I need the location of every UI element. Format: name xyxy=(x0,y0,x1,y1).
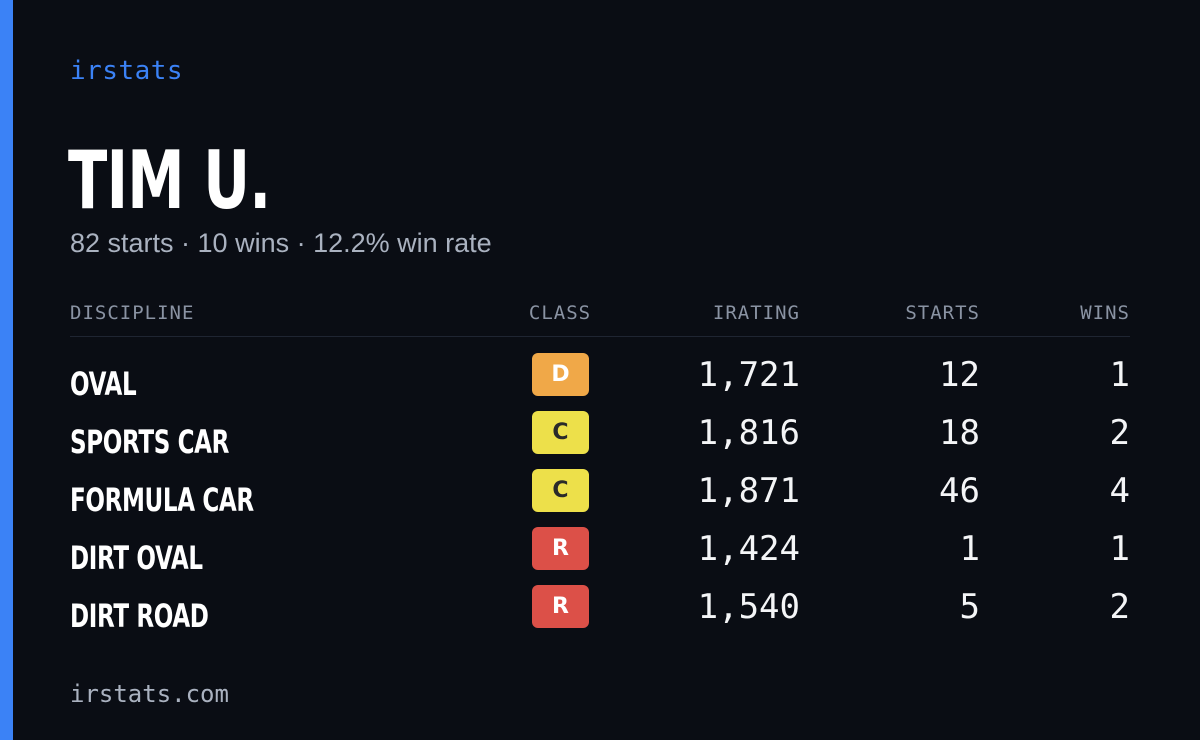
class-badge: C xyxy=(532,411,589,454)
footer-url: irstats.com xyxy=(70,680,229,708)
wins-value: 1 xyxy=(1109,355,1130,395)
discipline-name: DIRT ROAD xyxy=(70,597,209,635)
table-header: DISCIPLINE CLASS IRATING STARTS WINS xyxy=(70,298,1130,337)
header-wins: WINS xyxy=(1080,302,1130,324)
discipline-table: DISCIPLINE CLASS IRATING STARTS WINS OVA… xyxy=(70,298,1130,643)
wins-value: 2 xyxy=(1109,587,1130,627)
starts-value: 46 xyxy=(939,471,980,511)
table-body: OVAL D 1,721 12 1 SPORTS CAR C 1,816 18 … xyxy=(70,337,1130,643)
discipline-name: FORMULA CAR xyxy=(70,481,254,519)
header-starts: STARTS xyxy=(905,302,980,324)
wins-value: 2 xyxy=(1109,413,1130,453)
irating-value: 1,424 xyxy=(697,529,800,569)
starts-value: 18 xyxy=(939,413,980,453)
table-row: OVAL D 1,721 12 1 xyxy=(70,353,1130,411)
header-class: CLASS xyxy=(528,302,592,324)
irating-value: 1,871 xyxy=(697,471,800,511)
table-row: SPORTS CAR C 1,816 18 2 xyxy=(70,411,1130,469)
class-badge: D xyxy=(532,353,589,396)
class-badge: R xyxy=(532,585,589,628)
class-badge: R xyxy=(532,527,589,570)
starts-value: 5 xyxy=(959,587,980,627)
discipline-name: SPORTS CAR xyxy=(70,423,229,461)
irating-value: 1,540 xyxy=(697,587,800,627)
header-irating: IRATING xyxy=(712,302,800,324)
driver-name: TIM U. xyxy=(68,134,271,227)
starts-value: 1 xyxy=(959,529,980,569)
irating-value: 1,816 xyxy=(697,413,800,453)
header-discipline: DISCIPLINE xyxy=(70,302,195,324)
wins-value: 1 xyxy=(1109,529,1130,569)
irating-value: 1,721 xyxy=(697,355,800,395)
wins-value: 4 xyxy=(1109,471,1130,511)
starts-value: 12 xyxy=(939,355,980,395)
driver-summary: 82 starts · 10 wins · 12.2% win rate xyxy=(70,228,492,258)
accent-bar xyxy=(0,0,13,740)
table-row: DIRT ROAD R 1,540 5 2 xyxy=(70,585,1130,643)
brand-logo-text: irstats xyxy=(70,56,184,86)
table-row: DIRT OVAL R 1,424 1 1 xyxy=(70,527,1130,585)
table-row: FORMULA CAR C 1,871 46 4 xyxy=(70,469,1130,527)
discipline-name: DIRT OVAL xyxy=(70,539,203,577)
discipline-name: OVAL xyxy=(70,365,137,403)
class-badge: C xyxy=(532,469,589,512)
